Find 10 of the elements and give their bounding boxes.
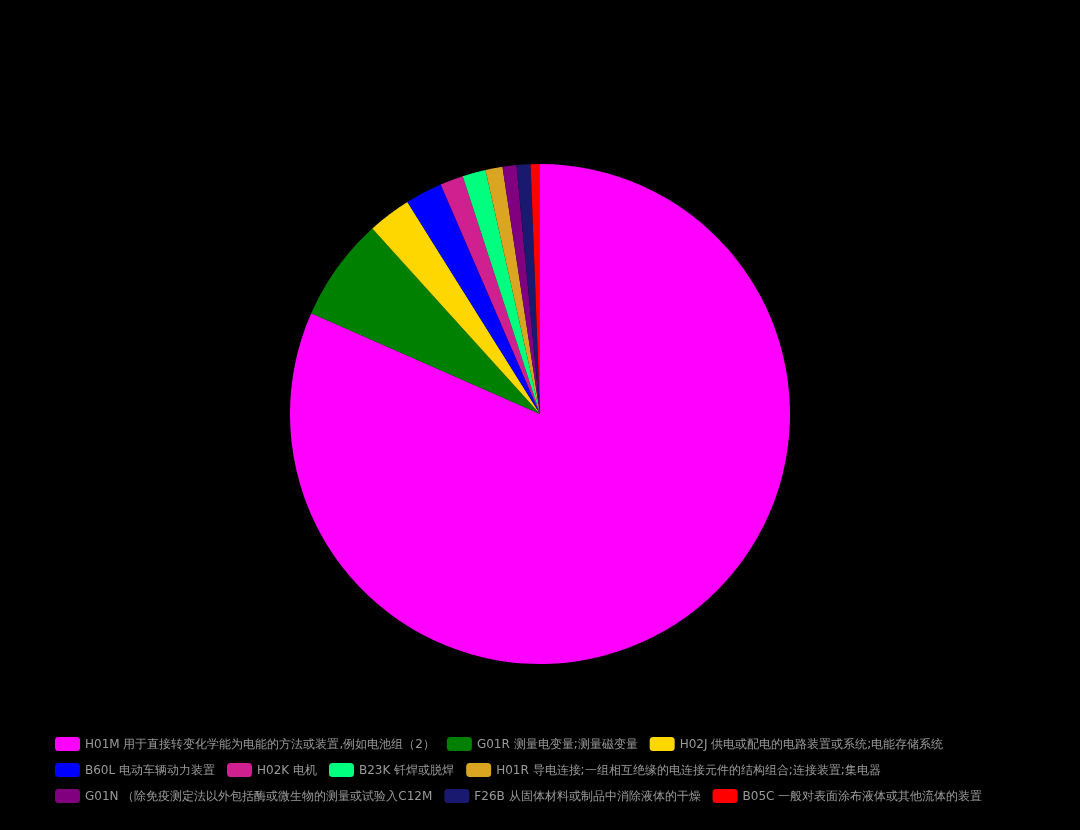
legend-label: H02J 供电或配电的电路装置或系统;电能存储系统 (679, 737, 944, 751)
legend-label: F26B 从固体材料或制品中消除液体的干燥 (474, 789, 701, 803)
legend-label: H01R 导电连接;一组相互绝缘的电连接元件的结构组合;连接装置;集电器 (496, 763, 881, 777)
legend-label: B05C 一般对表面涂布液体或其他流体的装置 (742, 789, 983, 803)
legend-label: G01N （除免疫测定法以外包括酶或微生物的测量或试验入C12M (85, 789, 433, 803)
legend-label: H02K 电机 (257, 763, 317, 777)
legend-label: B60L 电动车辆动力装置 (85, 763, 216, 777)
legend-label: B23K 钎焊或脱焊 (358, 763, 455, 777)
legend-label: H01M 用于直接转变化学能为电能的方法或装置,例如电池组（2） (85, 737, 435, 751)
legend-label: G01R 测量电变量;测量磁变量 (476, 737, 638, 751)
